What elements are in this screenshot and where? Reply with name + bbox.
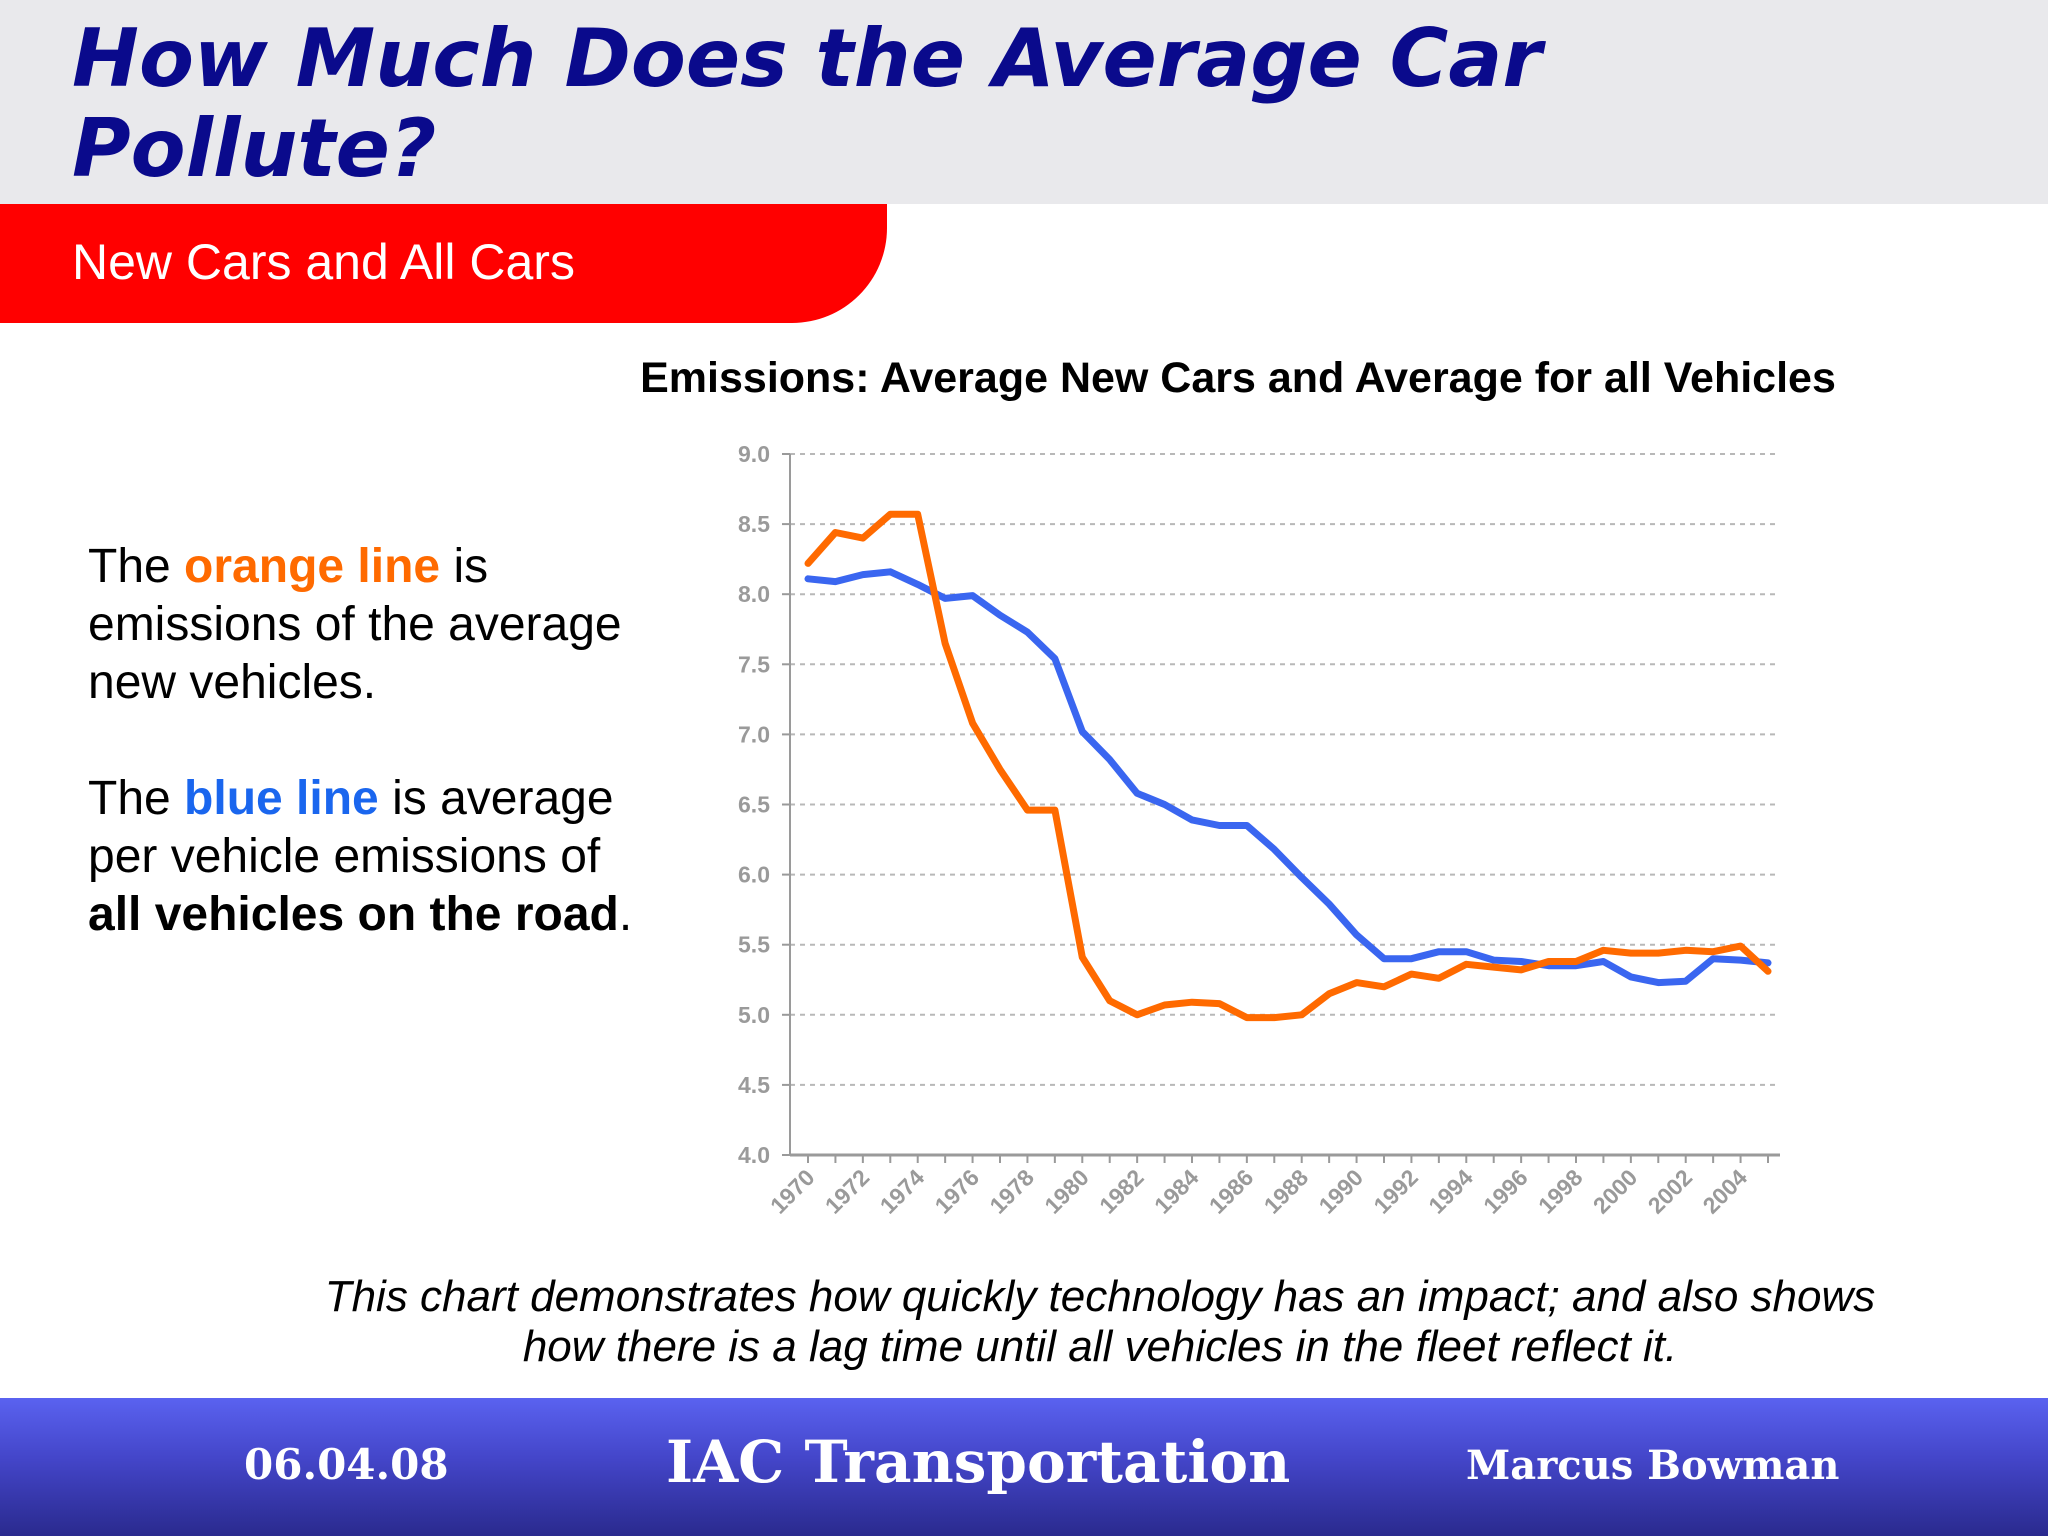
y-tick-label: 4.0 xyxy=(738,1142,770,1168)
x-tick-label: 1982 xyxy=(1094,1164,1149,1219)
legend-text-segment: The xyxy=(88,772,185,825)
y-tick-label: 7.0 xyxy=(738,721,770,747)
x-tick-label: 1986 xyxy=(1204,1164,1259,1219)
x-tick-label: 1978 xyxy=(984,1164,1039,1219)
legend-text-segment: is average per vehicle emissions of xyxy=(88,772,614,883)
y-tick-label: 9.0 xyxy=(738,441,770,467)
x-tick-label: 1970 xyxy=(765,1164,820,1219)
footer-organization: IAC Transportation xyxy=(666,1428,1291,1496)
x-tick-label: 1998 xyxy=(1533,1164,1588,1219)
blue-line-label: blue line xyxy=(184,772,379,825)
all-vehicles-emphasis: all vehicles on the road xyxy=(88,888,619,941)
title-band xyxy=(0,0,2048,204)
x-tick-label: 2004 xyxy=(1698,1164,1753,1219)
footer-date: 06.04.08 xyxy=(244,1440,449,1489)
legend-text-segment: is emissions of the average new vehicles… xyxy=(88,540,622,709)
legend-text-segment: The xyxy=(88,540,185,593)
legend-text-segment: . xyxy=(618,888,633,941)
x-tick-label: 1988 xyxy=(1259,1164,1314,1219)
x-tick-label: 1976 xyxy=(930,1164,985,1219)
y-tick-label: 5.5 xyxy=(738,932,770,958)
slide-title: How Much Does the Average Car Pollute? xyxy=(72,12,1542,195)
all-vehicles-line xyxy=(804,568,1772,987)
chart-title: Emissions: Average New Cars and Average … xyxy=(640,354,1836,402)
footer-author: Marcus Bowman xyxy=(1466,1442,1840,1489)
x-tick-label: 1984 xyxy=(1149,1164,1204,1219)
y-tick-label: 8.5 xyxy=(738,511,770,537)
x-tick-label: 2002 xyxy=(1643,1164,1698,1219)
x-tick-label: 1994 xyxy=(1423,1164,1478,1219)
y-tick-label: 6.0 xyxy=(738,862,770,888)
y-tick-label: 7.5 xyxy=(738,651,770,677)
legend-explanation: The orange line is emissions of the aver… xyxy=(88,538,648,944)
y-tick-label: 5.0 xyxy=(738,1002,770,1028)
x-tick-label: 1980 xyxy=(1039,1164,1094,1219)
orange-line-description: The orange line is emissions of the aver… xyxy=(88,538,648,712)
x-tick-label: 1990 xyxy=(1314,1164,1369,1219)
x-tick-label: 1996 xyxy=(1478,1164,1533,1219)
orange-line-label: orange line xyxy=(184,540,441,593)
new-cars-line xyxy=(804,510,1772,1022)
y-tick-label: 8.0 xyxy=(738,581,770,607)
x-tick-label: 1992 xyxy=(1368,1164,1423,1219)
chart-caption: This chart demonstrates how quickly tech… xyxy=(324,1272,1876,1371)
x-tick-label: 1972 xyxy=(820,1164,875,1219)
y-tick-label: 6.5 xyxy=(738,792,770,818)
footer-bar: 06.04.08 IAC Transportation Marcus Bowma… xyxy=(0,1398,2048,1536)
x-tick-label: 1974 xyxy=(875,1164,930,1219)
y-tick-label: 4.5 xyxy=(738,1072,770,1098)
slide-subtitle: New Cars and All Cars xyxy=(72,234,575,290)
subtitle-band xyxy=(0,204,887,323)
x-tick-label: 2000 xyxy=(1588,1164,1643,1219)
blue-line-description: The blue line is average per vehicle emi… xyxy=(88,770,648,944)
